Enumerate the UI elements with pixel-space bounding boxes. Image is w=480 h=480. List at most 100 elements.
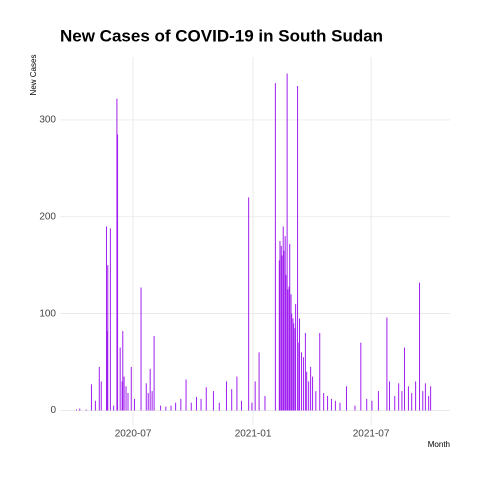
bar (145, 383, 147, 411)
bar (106, 331, 108, 411)
bar (398, 383, 400, 411)
bar (165, 406, 167, 411)
y-tick-label: 200 (39, 211, 56, 222)
bar (285, 274, 287, 411)
bar (302, 357, 304, 411)
x-tick-label: 2021-07 (353, 429, 390, 440)
bar (345, 386, 347, 411)
bar (339, 402, 341, 411)
bar (151, 391, 153, 411)
bar (287, 289, 289, 411)
bar (386, 317, 388, 411)
bar (205, 387, 207, 411)
bar (330, 398, 332, 411)
bar (419, 282, 421, 411)
bar (354, 405, 356, 411)
bar (293, 323, 295, 411)
x-tick-label: 2021-01 (235, 429, 272, 440)
bar (130, 366, 132, 411)
y-axis-label: New Cases (29, 55, 38, 96)
bar (100, 381, 102, 411)
bar (90, 384, 92, 411)
bar (264, 395, 266, 411)
bar (280, 245, 282, 411)
bar (366, 398, 368, 411)
bar (404, 347, 406, 411)
bar (292, 318, 294, 411)
bar (291, 313, 293, 411)
y-tick-label: 300 (39, 115, 56, 126)
bar (240, 400, 242, 411)
bar (278, 260, 280, 411)
x-axis-label: Month (428, 440, 450, 449)
bar (98, 366, 100, 411)
bar (281, 255, 283, 411)
bar (297, 86, 299, 411)
bar (109, 228, 111, 411)
bar (180, 398, 182, 411)
bar (147, 393, 149, 411)
bar (121, 381, 123, 411)
bar (107, 265, 109, 411)
bar (190, 402, 192, 411)
bar (312, 376, 314, 411)
bar (200, 398, 202, 411)
bar (212, 391, 214, 411)
bar (310, 366, 312, 411)
bar (282, 226, 284, 411)
bar (319, 333, 321, 411)
bar (299, 318, 301, 411)
bar (134, 398, 136, 411)
bar (290, 294, 292, 411)
bar (315, 391, 317, 411)
bar (401, 391, 403, 411)
bar (323, 393, 325, 411)
bar (360, 342, 362, 411)
bar (105, 226, 107, 411)
bar (125, 386, 127, 411)
bar (116, 98, 118, 411)
bar (122, 331, 124, 411)
bar (175, 402, 177, 411)
bar (334, 400, 336, 411)
bar (286, 73, 288, 411)
bar (289, 243, 291, 411)
bar (295, 303, 297, 411)
bar (140, 287, 142, 411)
bar (251, 402, 253, 411)
bar (94, 400, 96, 411)
bar (371, 400, 373, 411)
bar (274, 83, 276, 411)
bar (149, 368, 151, 411)
bar (428, 395, 430, 411)
bar (279, 241, 281, 411)
bar (288, 286, 290, 411)
bar (327, 395, 329, 411)
bar (394, 395, 396, 411)
bar (119, 347, 121, 411)
bar (430, 386, 432, 411)
bar (298, 342, 300, 411)
bar (160, 405, 162, 411)
bar (127, 393, 129, 411)
x-tick-label: 2020-07 (115, 429, 152, 440)
bar (85, 409, 87, 411)
bar (411, 393, 413, 411)
bar (424, 383, 426, 411)
bar (123, 376, 125, 411)
bar (294, 328, 296, 411)
bar (218, 402, 220, 411)
bar (117, 134, 119, 411)
bar (304, 333, 306, 411)
bar (389, 381, 391, 411)
bar (300, 352, 302, 411)
bar (248, 197, 250, 411)
bar (258, 352, 260, 411)
bar (407, 386, 409, 411)
y-tick-label: 0 (50, 405, 56, 416)
bar (113, 405, 115, 411)
bar (79, 408, 81, 411)
bar (283, 250, 285, 411)
bar (185, 379, 187, 411)
